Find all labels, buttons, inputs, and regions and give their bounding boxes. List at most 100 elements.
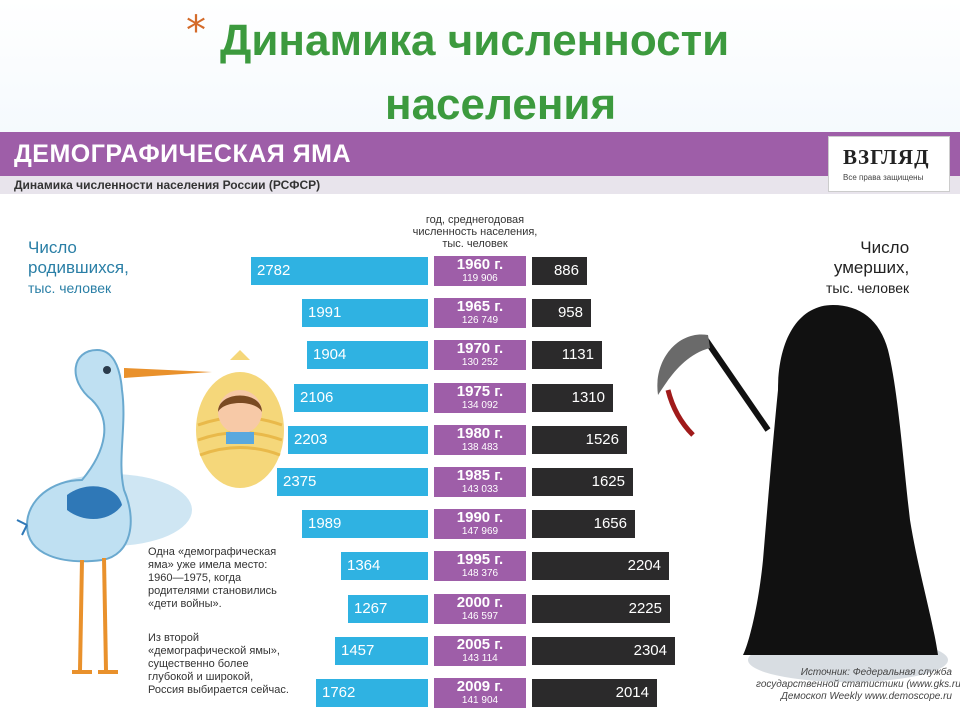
births-bar: 1457 bbox=[335, 637, 428, 665]
births-bar: 2106 bbox=[294, 384, 428, 412]
deaths-value-label: 1526 bbox=[585, 431, 619, 448]
note-line: существенно более bbox=[148, 658, 249, 670]
source-line1: Источник: Федеральная служба bbox=[800, 667, 952, 678]
header-line2: численность населения, bbox=[412, 226, 538, 238]
births-bar: 2375 bbox=[277, 468, 428, 496]
births-bar: 1364 bbox=[341, 552, 428, 580]
population-label: 141 904 bbox=[461, 695, 499, 706]
year-box: 2005 г. 143 114 bbox=[434, 636, 526, 666]
title-line-1: Динамика численности bbox=[220, 16, 730, 65]
year-box: 2000 г. 146 597 bbox=[434, 594, 526, 624]
banner-subtitle: Динамика численности населения России (Р… bbox=[14, 178, 321, 192]
births-value-label: 1364 bbox=[347, 557, 381, 574]
title-line-2: населения bbox=[385, 80, 617, 129]
note-line: родителями становились bbox=[148, 585, 277, 597]
year-label: 1980 г. bbox=[456, 425, 504, 442]
note-line: Одна «демографическая bbox=[148, 546, 277, 558]
year-label: 1995 г. bbox=[456, 551, 504, 568]
births-bar: 1904 bbox=[307, 341, 428, 369]
vzglyad-logo: ВЗГЛЯД Все права защищены bbox=[828, 136, 950, 192]
year-label: 2009 г. bbox=[456, 678, 504, 695]
year-box: 1970 г. 130 252 bbox=[434, 340, 526, 370]
population-label: 143 033 bbox=[461, 484, 499, 495]
births-label: Число родившихся, тыс. человек bbox=[28, 238, 129, 298]
deaths-value-label: 2204 bbox=[627, 557, 661, 574]
stork-illustration bbox=[16, 348, 284, 674]
population-label: 148 376 bbox=[461, 568, 499, 579]
year-label: 1965 г. bbox=[456, 298, 504, 315]
note-line: яма» уже имела место: bbox=[148, 559, 268, 571]
births-label-line2: родившихся, bbox=[28, 258, 129, 277]
births-value-label: 1457 bbox=[341, 642, 375, 659]
chart-row: 2782 1960 г. 119 906 886 bbox=[0, 256, 960, 286]
births-value-label: 2106 bbox=[300, 389, 334, 406]
deaths-bar: 958 bbox=[532, 299, 591, 327]
births-value-label: 2375 bbox=[283, 473, 317, 490]
year-label: 1975 г. bbox=[456, 383, 504, 400]
year-box: 1965 г. 126 749 bbox=[434, 298, 526, 328]
population-label: 146 597 bbox=[461, 611, 499, 622]
chart-row: 2106 1975 г. 134 092 1310 bbox=[0, 383, 960, 413]
chart-row: 1267 2000 г. 146 597 2225 bbox=[0, 594, 960, 624]
births-value-label: 1991 bbox=[308, 304, 342, 321]
banner-strip bbox=[0, 176, 960, 194]
chart-row: 2375 1985 г. 143 033 1625 bbox=[0, 467, 960, 497]
year-column-header: год, среднегодовая численность населения… bbox=[400, 214, 550, 250]
population-label: 126 749 bbox=[461, 315, 499, 326]
births-value-label: 1989 bbox=[308, 515, 342, 532]
births-bar: 1991 bbox=[302, 299, 428, 327]
births-bar: 2782 bbox=[251, 257, 428, 285]
header-line3: тыс. человек bbox=[442, 238, 508, 250]
deaths-bar: 1656 bbox=[532, 510, 635, 538]
year-label: 2000 г. bbox=[456, 594, 504, 611]
chart-row: 1762 2009 г. 141 904 2014 bbox=[0, 678, 960, 708]
deaths-value-label: 1625 bbox=[591, 473, 625, 490]
year-box: 1960 г. 119 906 bbox=[434, 256, 526, 286]
births-label-line3: тыс. человек bbox=[28, 280, 112, 296]
population-label: 119 906 bbox=[462, 273, 498, 284]
chart-row: 1457 2005 г. 143 114 2304 bbox=[0, 636, 960, 666]
births-value-label: 1762 bbox=[322, 684, 356, 701]
year-label: 1970 г. bbox=[456, 340, 504, 357]
births-bar: 1267 bbox=[348, 595, 428, 623]
year-label: 1960 г. bbox=[456, 256, 504, 273]
deaths-value-label: 1131 bbox=[561, 346, 594, 363]
year-box: 1980 г. 138 483 bbox=[434, 425, 526, 455]
note-line: глубокой и широкой, bbox=[148, 671, 254, 683]
header-line1: год, среднегодовая bbox=[425, 214, 525, 226]
year-box: 1990 г. 147 969 bbox=[434, 509, 526, 539]
note-line: 1960—1975, когда bbox=[148, 572, 242, 584]
population-label: 147 969 bbox=[461, 526, 499, 537]
chart-row: 1991 1965 г. 126 749 958 bbox=[0, 298, 960, 328]
note-line: «демографической ямы», bbox=[148, 645, 280, 657]
deaths-bar: 1131 bbox=[532, 341, 602, 369]
deaths-bar: 2204 bbox=[532, 552, 669, 580]
births-value-label: 2203 bbox=[294, 431, 328, 448]
deaths-bar: 886 bbox=[532, 257, 587, 285]
deaths-value-label: 886 bbox=[553, 262, 579, 279]
deaths-value-label: 2304 bbox=[633, 642, 667, 659]
deaths-label-line3: тыс. человек bbox=[826, 280, 910, 296]
deaths-bar: 1526 bbox=[532, 426, 627, 454]
deaths-value-label: 2014 bbox=[615, 684, 649, 701]
deaths-bar: 1310 bbox=[532, 384, 613, 412]
births-bar: 2203 bbox=[288, 426, 428, 454]
year-box: 1985 г. 143 033 bbox=[434, 467, 526, 497]
year-box: 1975 г. 134 092 bbox=[434, 383, 526, 413]
births-bar: 1989 bbox=[302, 510, 428, 538]
births-value-label: 2782 bbox=[257, 262, 291, 279]
deaths-value-label: 958 bbox=[557, 304, 583, 321]
chart-row: 1989 1990 г. 147 969 1656 bbox=[0, 509, 960, 539]
banner-title: ДЕМОГРАФИЧЕСКАЯ ЯМА bbox=[14, 140, 352, 168]
note-first-pit: Одна «демографическая яма» уже имела мес… bbox=[148, 546, 277, 611]
births-value-label: 1267 bbox=[354, 600, 388, 617]
deaths-label: Число умерших, тыс. человек bbox=[826, 238, 909, 298]
population-label: 134 092 bbox=[461, 400, 499, 411]
note-line: «дети войны». bbox=[148, 598, 222, 610]
banner: ДЕМОГРАФИЧЕСКАЯ ЯМА Динамика численности… bbox=[0, 132, 960, 194]
logo-subtext: Все права защищены bbox=[843, 173, 924, 182]
deaths-label-line1: Число bbox=[860, 238, 910, 257]
deaths-bar: 1625 bbox=[532, 468, 633, 496]
deaths-value-label: 1656 bbox=[593, 515, 627, 532]
population-label: 130 252 bbox=[461, 357, 499, 368]
